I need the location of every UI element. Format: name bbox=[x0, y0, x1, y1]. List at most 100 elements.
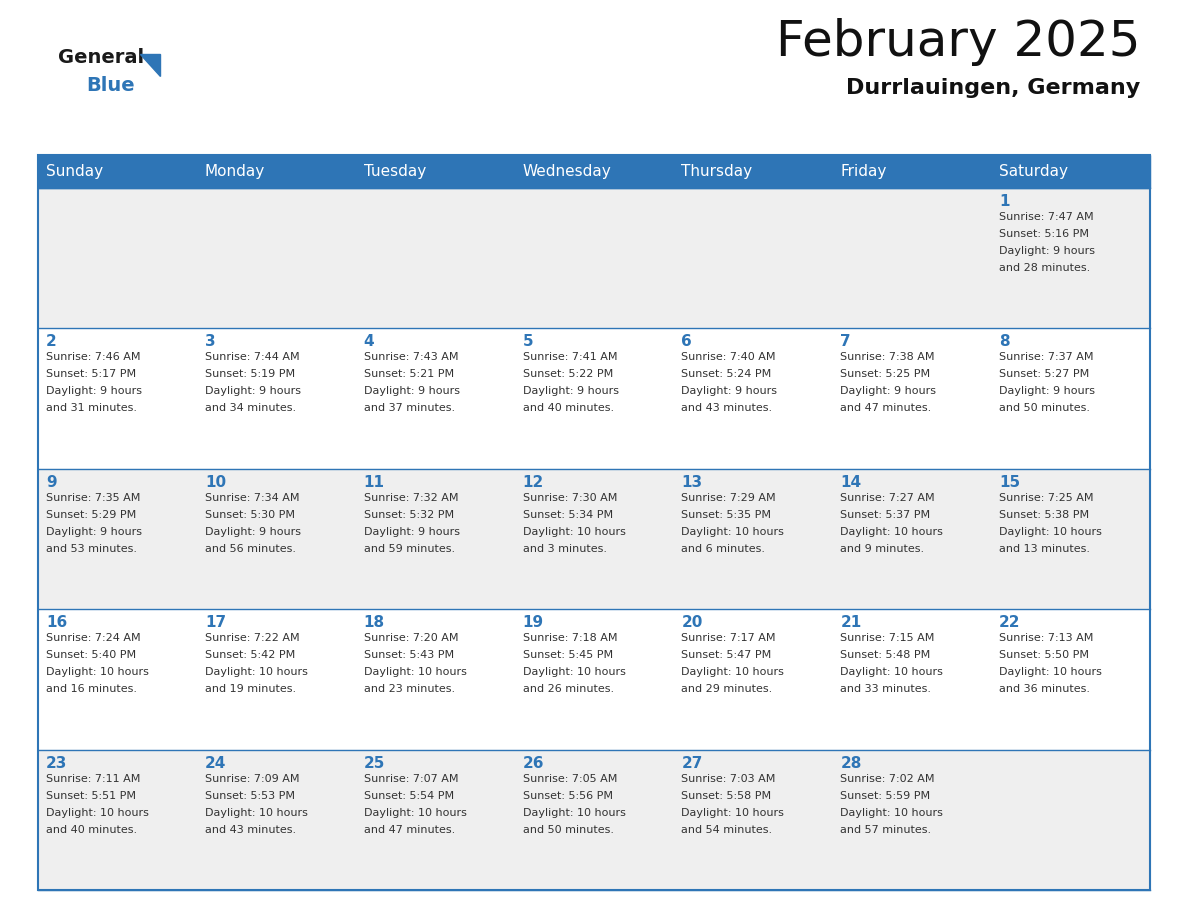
Text: Sunrise: 7:11 AM: Sunrise: 7:11 AM bbox=[46, 774, 140, 784]
Text: Daylight: 9 hours: Daylight: 9 hours bbox=[46, 527, 143, 537]
Text: Tuesday: Tuesday bbox=[364, 164, 426, 179]
Text: Sunset: 5:37 PM: Sunset: 5:37 PM bbox=[840, 509, 930, 520]
Text: Sunrise: 7:09 AM: Sunrise: 7:09 AM bbox=[204, 774, 299, 784]
Text: 23: 23 bbox=[46, 756, 68, 770]
Text: Daylight: 10 hours: Daylight: 10 hours bbox=[204, 667, 308, 677]
Text: and 19 minutes.: and 19 minutes. bbox=[204, 684, 296, 694]
Text: and 31 minutes.: and 31 minutes. bbox=[46, 403, 137, 413]
Text: Daylight: 9 hours: Daylight: 9 hours bbox=[204, 386, 301, 397]
Text: Sunrise: 7:35 AM: Sunrise: 7:35 AM bbox=[46, 493, 140, 503]
Text: Sunset: 5:16 PM: Sunset: 5:16 PM bbox=[999, 229, 1089, 239]
Text: and 57 minutes.: and 57 minutes. bbox=[840, 824, 931, 834]
Text: Daylight: 9 hours: Daylight: 9 hours bbox=[682, 386, 777, 397]
Text: Sunset: 5:22 PM: Sunset: 5:22 PM bbox=[523, 369, 613, 379]
Text: 18: 18 bbox=[364, 615, 385, 630]
Text: 14: 14 bbox=[840, 475, 861, 490]
Text: 25: 25 bbox=[364, 756, 385, 770]
Text: and 26 minutes.: and 26 minutes. bbox=[523, 684, 614, 694]
Text: Sunrise: 7:30 AM: Sunrise: 7:30 AM bbox=[523, 493, 617, 503]
Text: Sunset: 5:48 PM: Sunset: 5:48 PM bbox=[840, 650, 930, 660]
Text: Sunrise: 7:07 AM: Sunrise: 7:07 AM bbox=[364, 774, 459, 784]
Text: Sunset: 5:34 PM: Sunset: 5:34 PM bbox=[523, 509, 613, 520]
Text: 22: 22 bbox=[999, 615, 1020, 630]
Text: Sunset: 5:25 PM: Sunset: 5:25 PM bbox=[840, 369, 930, 379]
Text: Daylight: 9 hours: Daylight: 9 hours bbox=[46, 386, 143, 397]
Text: and 40 minutes.: and 40 minutes. bbox=[46, 824, 137, 834]
Text: 1: 1 bbox=[999, 194, 1010, 209]
Text: Daylight: 10 hours: Daylight: 10 hours bbox=[46, 808, 148, 818]
Text: Daylight: 10 hours: Daylight: 10 hours bbox=[682, 808, 784, 818]
Text: Sunset: 5:56 PM: Sunset: 5:56 PM bbox=[523, 790, 613, 800]
Text: 6: 6 bbox=[682, 334, 693, 350]
Text: 17: 17 bbox=[204, 615, 226, 630]
Text: and 33 minutes.: and 33 minutes. bbox=[840, 684, 931, 694]
Text: Sunrise: 7:38 AM: Sunrise: 7:38 AM bbox=[840, 353, 935, 363]
Text: Daylight: 9 hours: Daylight: 9 hours bbox=[364, 386, 460, 397]
Text: Sunrise: 7:22 AM: Sunrise: 7:22 AM bbox=[204, 633, 299, 644]
Text: and 53 minutes.: and 53 minutes. bbox=[46, 543, 137, 554]
Bar bbox=[38, 750, 1150, 890]
Text: 11: 11 bbox=[364, 475, 385, 490]
Text: 20: 20 bbox=[682, 615, 703, 630]
Text: Sunset: 5:21 PM: Sunset: 5:21 PM bbox=[364, 369, 454, 379]
Text: Sunset: 5:54 PM: Sunset: 5:54 PM bbox=[364, 790, 454, 800]
Text: and 6 minutes.: and 6 minutes. bbox=[682, 543, 765, 554]
Text: Sunrise: 7:46 AM: Sunrise: 7:46 AM bbox=[46, 353, 140, 363]
Text: Sunrise: 7:34 AM: Sunrise: 7:34 AM bbox=[204, 493, 299, 503]
Text: 19: 19 bbox=[523, 615, 544, 630]
Text: Sunset: 5:17 PM: Sunset: 5:17 PM bbox=[46, 369, 137, 379]
Text: 26: 26 bbox=[523, 756, 544, 770]
Text: Sunrise: 7:32 AM: Sunrise: 7:32 AM bbox=[364, 493, 459, 503]
Text: Sunset: 5:59 PM: Sunset: 5:59 PM bbox=[840, 790, 930, 800]
Text: Sunset: 5:19 PM: Sunset: 5:19 PM bbox=[204, 369, 295, 379]
Text: Friday: Friday bbox=[840, 164, 886, 179]
Polygon shape bbox=[140, 54, 160, 76]
Text: Sunrise: 7:40 AM: Sunrise: 7:40 AM bbox=[682, 353, 776, 363]
Text: 7: 7 bbox=[840, 334, 851, 350]
Text: Sunset: 5:32 PM: Sunset: 5:32 PM bbox=[364, 509, 454, 520]
Text: February 2025: February 2025 bbox=[776, 18, 1140, 66]
Text: Daylight: 10 hours: Daylight: 10 hours bbox=[999, 527, 1102, 537]
Bar bbox=[38, 155, 1150, 188]
Text: and 36 minutes.: and 36 minutes. bbox=[999, 684, 1091, 694]
Text: Sunrise: 7:37 AM: Sunrise: 7:37 AM bbox=[999, 353, 1094, 363]
Text: Blue: Blue bbox=[86, 76, 134, 95]
Text: 28: 28 bbox=[840, 756, 861, 770]
Text: General: General bbox=[58, 48, 144, 67]
Text: Sunrise: 7:27 AM: Sunrise: 7:27 AM bbox=[840, 493, 935, 503]
Text: Daylight: 9 hours: Daylight: 9 hours bbox=[840, 386, 936, 397]
Text: Sunday: Sunday bbox=[46, 164, 103, 179]
Text: 15: 15 bbox=[999, 475, 1020, 490]
Text: and 23 minutes.: and 23 minutes. bbox=[364, 684, 455, 694]
Text: Sunset: 5:45 PM: Sunset: 5:45 PM bbox=[523, 650, 613, 660]
Bar bbox=[38, 610, 1150, 750]
Text: and 28 minutes.: and 28 minutes. bbox=[999, 263, 1091, 273]
Text: Sunset: 5:29 PM: Sunset: 5:29 PM bbox=[46, 509, 137, 520]
Text: Sunset: 5:58 PM: Sunset: 5:58 PM bbox=[682, 790, 771, 800]
Text: and 47 minutes.: and 47 minutes. bbox=[840, 403, 931, 413]
Text: and 13 minutes.: and 13 minutes. bbox=[999, 543, 1091, 554]
Text: Daylight: 10 hours: Daylight: 10 hours bbox=[523, 808, 625, 818]
Text: Thursday: Thursday bbox=[682, 164, 752, 179]
Text: Daylight: 9 hours: Daylight: 9 hours bbox=[204, 527, 301, 537]
Text: Sunrise: 7:29 AM: Sunrise: 7:29 AM bbox=[682, 493, 776, 503]
Text: and 9 minutes.: and 9 minutes. bbox=[840, 543, 924, 554]
Bar bbox=[38, 329, 1150, 469]
Text: and 43 minutes.: and 43 minutes. bbox=[204, 824, 296, 834]
Text: Daylight: 10 hours: Daylight: 10 hours bbox=[840, 527, 943, 537]
Text: Sunset: 5:27 PM: Sunset: 5:27 PM bbox=[999, 369, 1089, 379]
Text: Sunset: 5:38 PM: Sunset: 5:38 PM bbox=[999, 509, 1089, 520]
Text: Sunrise: 7:24 AM: Sunrise: 7:24 AM bbox=[46, 633, 140, 644]
Text: Sunrise: 7:13 AM: Sunrise: 7:13 AM bbox=[999, 633, 1093, 644]
Text: Sunset: 5:43 PM: Sunset: 5:43 PM bbox=[364, 650, 454, 660]
Text: 24: 24 bbox=[204, 756, 226, 770]
Text: and 34 minutes.: and 34 minutes. bbox=[204, 403, 296, 413]
Text: and 50 minutes.: and 50 minutes. bbox=[999, 403, 1091, 413]
Text: 27: 27 bbox=[682, 756, 703, 770]
Text: Sunset: 5:24 PM: Sunset: 5:24 PM bbox=[682, 369, 772, 379]
Text: and 37 minutes.: and 37 minutes. bbox=[364, 403, 455, 413]
Text: Daylight: 9 hours: Daylight: 9 hours bbox=[523, 386, 619, 397]
Text: Wednesday: Wednesday bbox=[523, 164, 612, 179]
Text: 10: 10 bbox=[204, 475, 226, 490]
Text: 2: 2 bbox=[46, 334, 57, 350]
